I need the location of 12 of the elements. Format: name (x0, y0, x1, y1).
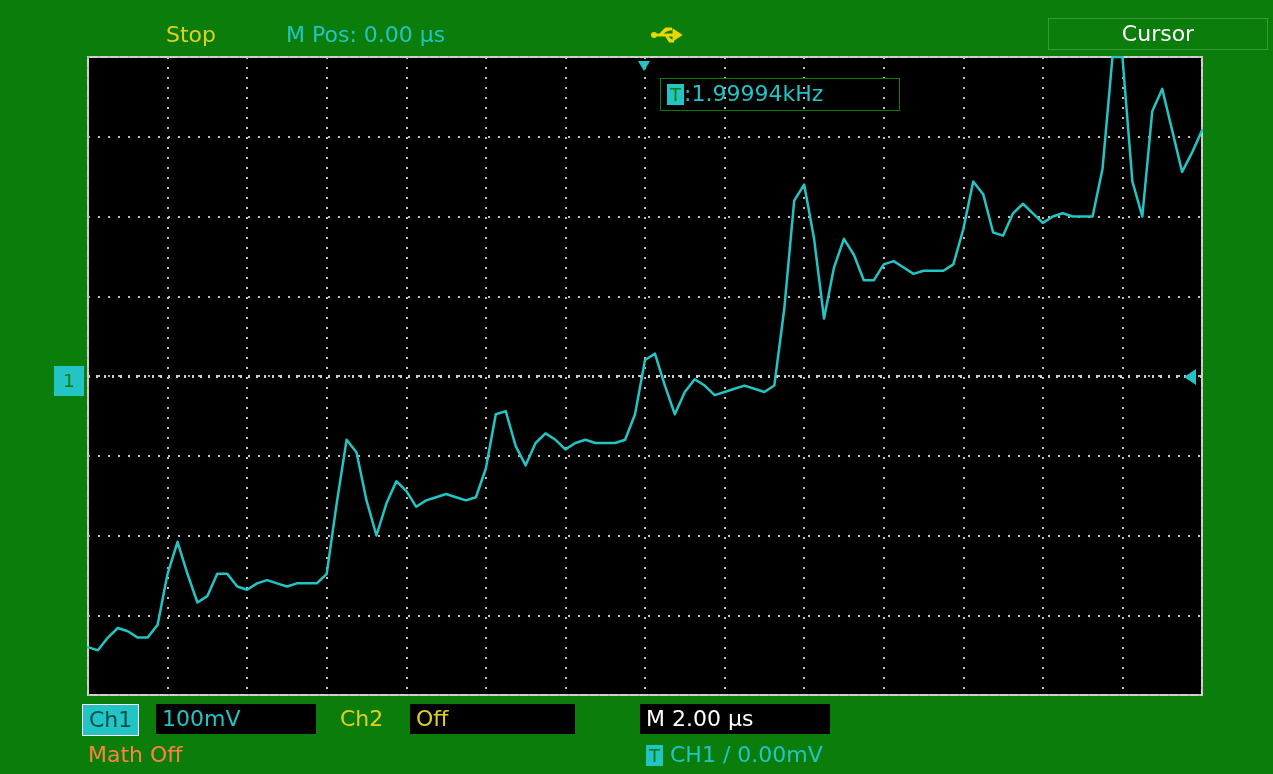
text: Math Off (87, 741, 184, 769)
text: Ch2 (339, 705, 385, 733)
text: Stop (165, 21, 217, 49)
text: Cursor (1048, 18, 1268, 50)
text: T CH1 / 0.00mV (648, 741, 824, 769)
text: M Pos: 0.00 µs (285, 21, 447, 49)
text: Ch1 (82, 704, 140, 736)
text: 1 (54, 366, 84, 396)
text: 100mV (156, 704, 316, 734)
text: Off (410, 704, 575, 734)
text: M 2.00 µs (640, 704, 830, 734)
annotation: T:1.99994kHz (660, 78, 900, 111)
